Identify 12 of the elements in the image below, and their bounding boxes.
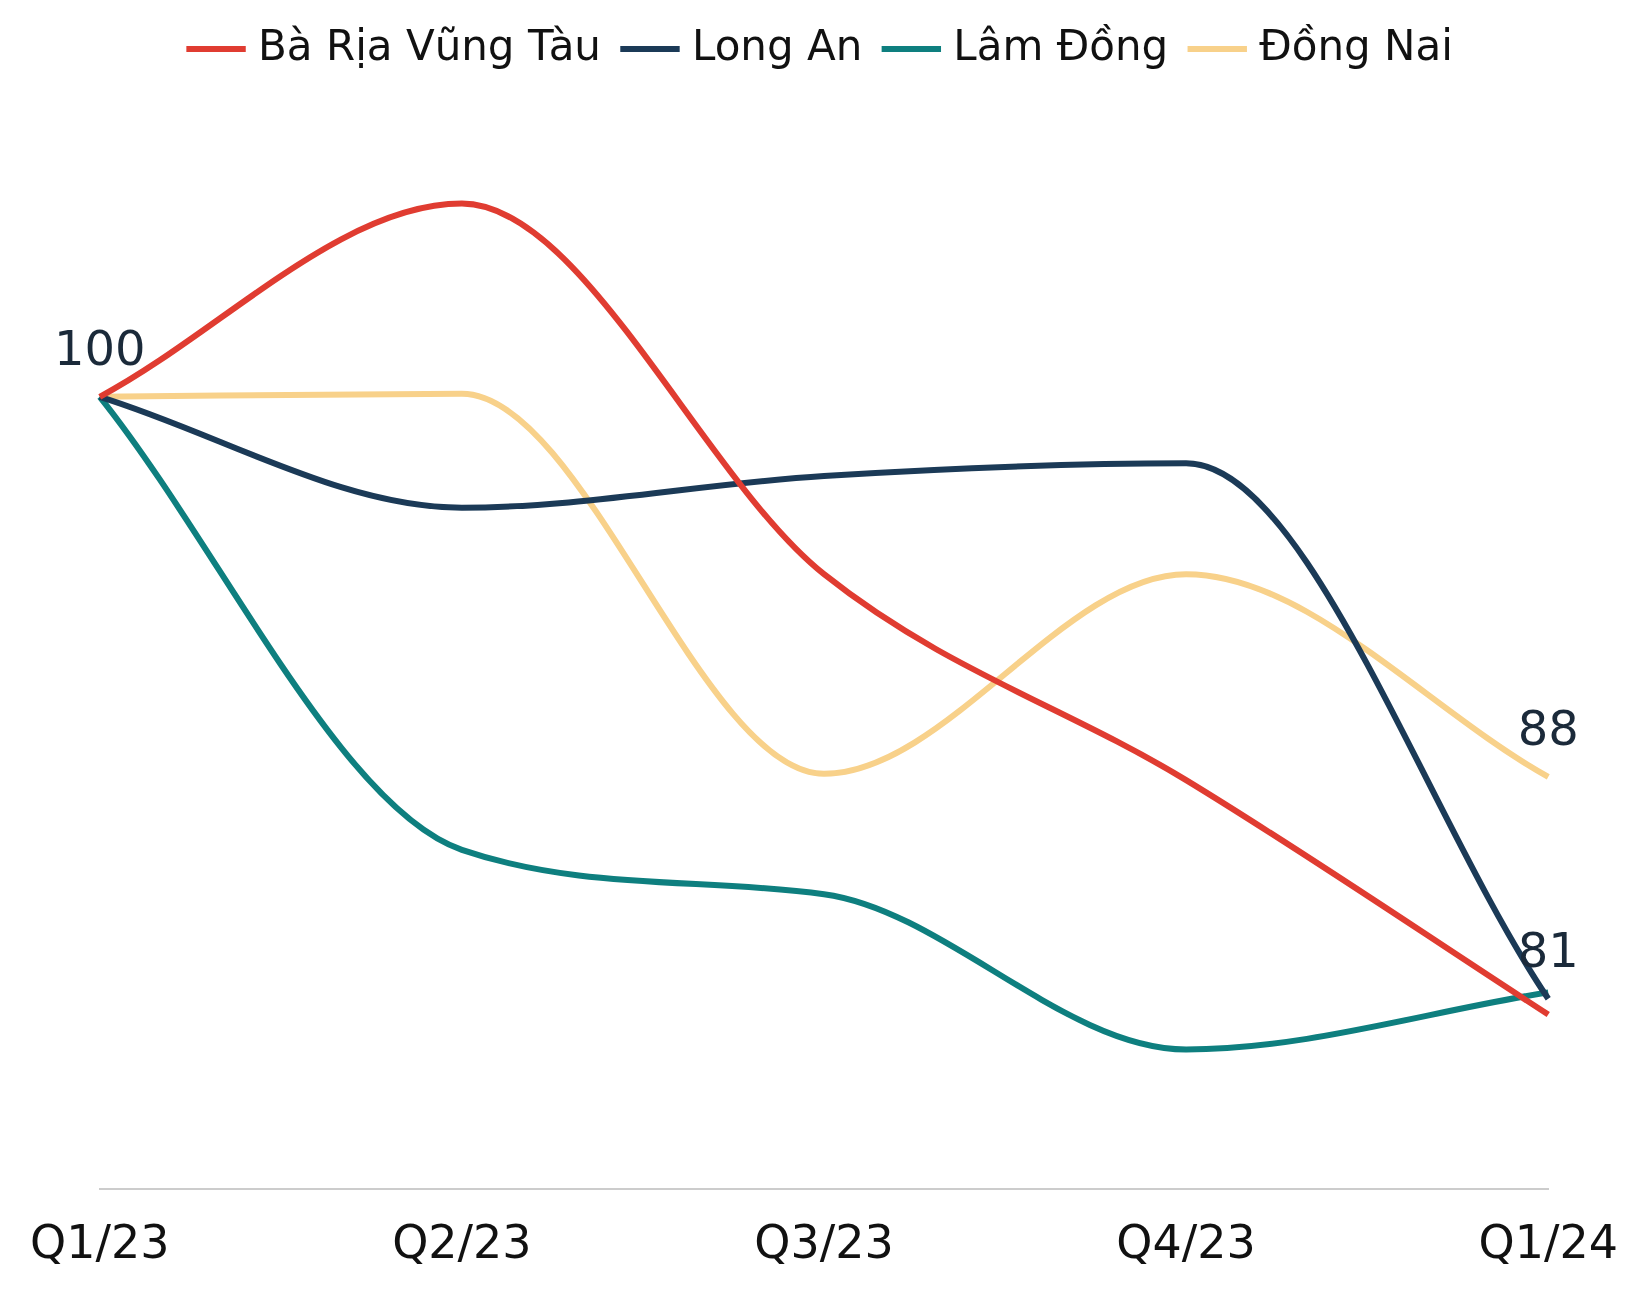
legend-label: Đồng Nai [1259,20,1453,70]
data-label: 81 [1517,922,1579,979]
x-tick-label: Q4/23 [1116,1215,1256,1270]
legend-label: Lâm Đồng [953,20,1169,70]
x-tick-label: Q1/23 [29,1215,170,1270]
legend-label: Long An [691,20,863,70]
x-tick-label: Q2/23 [392,1215,532,1270]
legend-label: Bà Rịa Vũng Tàu [258,20,601,70]
x-tick-label: Q1/24 [1478,1215,1619,1270]
data-label: 100 [53,320,146,377]
data-label: 88 [1517,700,1579,757]
x-tick-label: Q3/23 [754,1215,894,1270]
